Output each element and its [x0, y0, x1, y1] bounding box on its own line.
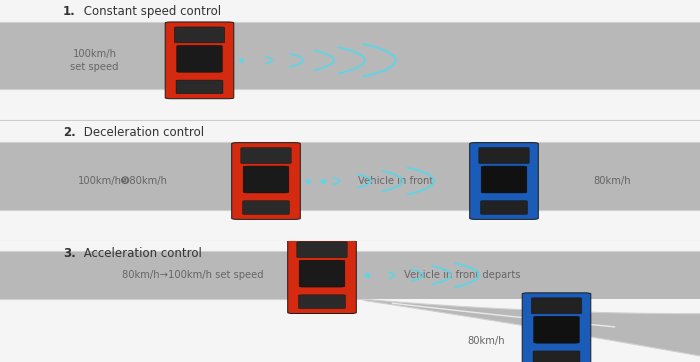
FancyBboxPatch shape: [298, 295, 346, 308]
Bar: [0, 22, 700, 89]
FancyBboxPatch shape: [176, 80, 223, 94]
FancyBboxPatch shape: [522, 293, 591, 362]
FancyBboxPatch shape: [479, 148, 529, 164]
FancyBboxPatch shape: [533, 351, 580, 362]
FancyBboxPatch shape: [242, 201, 290, 214]
Text: Vehicle in front departs: Vehicle in front departs: [404, 270, 520, 280]
FancyBboxPatch shape: [243, 166, 289, 193]
FancyBboxPatch shape: [176, 45, 223, 72]
Text: 80km/h: 80km/h: [594, 176, 631, 186]
FancyBboxPatch shape: [531, 298, 582, 314]
Bar: [0, 142, 700, 210]
Text: 100km/h➒80km/h: 100km/h➒80km/h: [78, 176, 167, 186]
FancyBboxPatch shape: [297, 242, 347, 258]
Text: Acceleration control: Acceleration control: [80, 247, 202, 260]
FancyBboxPatch shape: [241, 148, 291, 164]
FancyBboxPatch shape: [533, 316, 580, 343]
Text: 2.: 2.: [63, 126, 76, 139]
Text: 80km/h→100km/h set speed: 80km/h→100km/h set speed: [122, 270, 263, 280]
FancyBboxPatch shape: [0, 251, 700, 299]
FancyBboxPatch shape: [481, 166, 527, 193]
Text: 100km/h
set speed: 100km/h set speed: [70, 49, 119, 72]
PathPatch shape: [364, 299, 700, 356]
FancyBboxPatch shape: [174, 27, 225, 43]
FancyBboxPatch shape: [288, 237, 356, 313]
Text: 80km/h: 80km/h: [468, 336, 505, 346]
Text: 3.: 3.: [63, 247, 76, 260]
FancyBboxPatch shape: [299, 260, 345, 287]
FancyBboxPatch shape: [470, 143, 538, 219]
FancyBboxPatch shape: [165, 22, 234, 99]
Text: Vehicle in front: Vehicle in front: [358, 176, 433, 186]
FancyBboxPatch shape: [480, 201, 528, 214]
FancyBboxPatch shape: [232, 143, 300, 219]
Text: Deceleration control: Deceleration control: [80, 126, 204, 139]
Text: Constant speed control: Constant speed control: [80, 5, 222, 18]
Text: 1.: 1.: [63, 5, 76, 18]
